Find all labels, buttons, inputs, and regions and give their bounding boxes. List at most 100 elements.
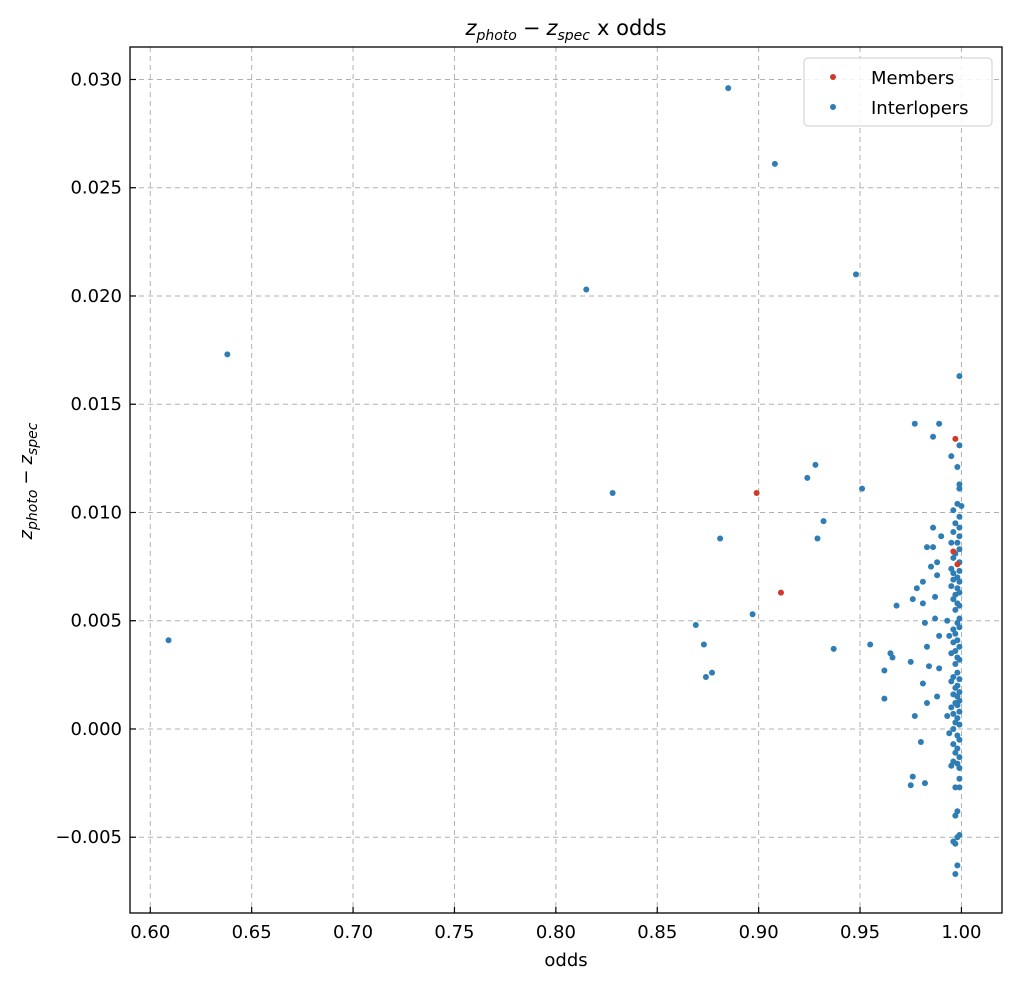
x-tick-label: 1.00 bbox=[941, 922, 981, 943]
y-axis-label: zphoto−zspec bbox=[16, 422, 41, 540]
data-point-interlopers bbox=[859, 485, 866, 492]
data-point-interlopers bbox=[814, 535, 821, 542]
data-point-interlopers bbox=[956, 442, 963, 449]
data-point-interlopers bbox=[749, 611, 756, 618]
data-point-interlopers bbox=[954, 464, 961, 471]
data-point-members bbox=[777, 589, 784, 596]
data-point-interlopers bbox=[950, 710, 957, 717]
y-tick-label: 0.010 bbox=[70, 502, 122, 523]
data-point-interlopers bbox=[932, 593, 939, 600]
data-point-interlopers bbox=[717, 535, 724, 542]
data-point-interlopers bbox=[950, 528, 957, 535]
data-point-interlopers bbox=[956, 736, 963, 743]
data-point-interlopers bbox=[950, 725, 957, 732]
data-point-interlopers bbox=[867, 641, 874, 648]
data-point-interlopers bbox=[165, 637, 172, 644]
data-point-interlopers bbox=[954, 702, 961, 709]
data-point-interlopers bbox=[881, 667, 888, 674]
data-point-interlopers bbox=[956, 784, 963, 791]
data-point-interlopers bbox=[958, 502, 965, 509]
data-point-interlopers bbox=[909, 596, 916, 603]
data-point-interlopers bbox=[950, 576, 957, 583]
legend: Members Interlopers bbox=[803, 57, 993, 127]
data-point-interlopers bbox=[804, 474, 811, 481]
data-point-interlopers bbox=[956, 578, 963, 585]
y-tick-label: −0.005 bbox=[55, 827, 122, 848]
legend-label-members: Members bbox=[871, 68, 954, 89]
data-point-interlopers bbox=[950, 507, 957, 514]
data-point-interlopers bbox=[956, 373, 963, 380]
y-tick-label: 0.025 bbox=[70, 178, 122, 199]
data-point-interlopers bbox=[956, 567, 963, 574]
data-point-interlopers bbox=[956, 721, 963, 728]
data-point-interlopers bbox=[954, 834, 961, 841]
data-point-interlopers bbox=[952, 630, 959, 637]
y-tick-label: 0.020 bbox=[70, 286, 122, 307]
data-point-interlopers bbox=[956, 643, 963, 650]
data-point-interlopers bbox=[948, 583, 955, 590]
data-point-interlopers bbox=[923, 699, 930, 706]
data-point-interlopers bbox=[946, 730, 953, 737]
y-tick-label: 0.015 bbox=[70, 394, 122, 415]
data-point-interlopers bbox=[909, 773, 916, 780]
legend-marker-interlopers bbox=[830, 104, 836, 110]
data-point-interlopers bbox=[956, 481, 963, 488]
data-point-interlopers bbox=[932, 615, 939, 622]
data-point-interlopers bbox=[934, 693, 941, 700]
data-point-interlopers bbox=[948, 704, 955, 711]
x-tick-label: 0.80 bbox=[536, 922, 576, 943]
data-point-interlopers bbox=[954, 539, 961, 546]
data-point-interlopers bbox=[948, 539, 955, 546]
data-point-interlopers bbox=[956, 775, 963, 782]
data-point-interlopers bbox=[956, 533, 963, 540]
legend-box bbox=[803, 57, 993, 127]
data-point-interlopers bbox=[725, 85, 732, 92]
data-point-interlopers bbox=[812, 461, 819, 468]
data-point-interlopers bbox=[702, 674, 709, 681]
data-point-interlopers bbox=[956, 656, 963, 663]
data-point-interlopers bbox=[919, 578, 926, 585]
data-point-interlopers bbox=[700, 641, 707, 648]
data-point-interlopers bbox=[948, 650, 955, 657]
data-point-interlopers bbox=[956, 676, 963, 683]
legend-label-interlopers: Interlopers bbox=[871, 98, 969, 119]
legend-marker-members bbox=[830, 74, 836, 80]
data-point-interlopers bbox=[923, 544, 930, 551]
data-point-interlopers bbox=[948, 678, 955, 685]
data-point-interlopers bbox=[950, 596, 957, 603]
data-point-interlopers bbox=[820, 518, 827, 525]
data-point-interlopers bbox=[950, 554, 957, 561]
data-point-members bbox=[950, 548, 957, 555]
x-tick-label: 0.70 bbox=[333, 922, 373, 943]
data-point-interlopers bbox=[952, 520, 959, 527]
data-point-interlopers bbox=[889, 654, 896, 661]
data-point-interlopers bbox=[956, 513, 963, 520]
data-point-interlopers bbox=[921, 780, 928, 787]
data-point-interlopers bbox=[934, 559, 941, 566]
data-point-interlopers bbox=[893, 602, 900, 609]
data-point-interlopers bbox=[954, 669, 961, 676]
data-point-interlopers bbox=[913, 585, 920, 592]
x-axis-label: odds bbox=[544, 950, 587, 971]
data-point-interlopers bbox=[919, 680, 926, 687]
data-point-interlopers bbox=[936, 420, 943, 427]
x-tick-label: 0.90 bbox=[739, 922, 779, 943]
data-point-interlopers bbox=[956, 524, 963, 531]
data-point-interlopers bbox=[930, 544, 937, 551]
y-tick-label: 0.005 bbox=[70, 611, 122, 632]
data-point-interlopers bbox=[934, 572, 941, 579]
data-point-interlopers bbox=[950, 570, 957, 577]
data-point-interlopers bbox=[956, 485, 963, 492]
data-point-interlopers bbox=[956, 708, 963, 715]
data-point-interlopers bbox=[956, 602, 963, 609]
data-point-interlopers bbox=[609, 489, 616, 496]
data-point-interlopers bbox=[950, 639, 957, 646]
data-point-interlopers bbox=[944, 617, 951, 624]
data-point-interlopers bbox=[907, 658, 914, 665]
data-point-interlopers bbox=[952, 871, 959, 878]
x-tick-label: 0.85 bbox=[637, 922, 677, 943]
data-point-interlopers bbox=[952, 812, 959, 819]
data-points bbox=[165, 85, 965, 878]
data-point-interlopers bbox=[956, 754, 963, 761]
